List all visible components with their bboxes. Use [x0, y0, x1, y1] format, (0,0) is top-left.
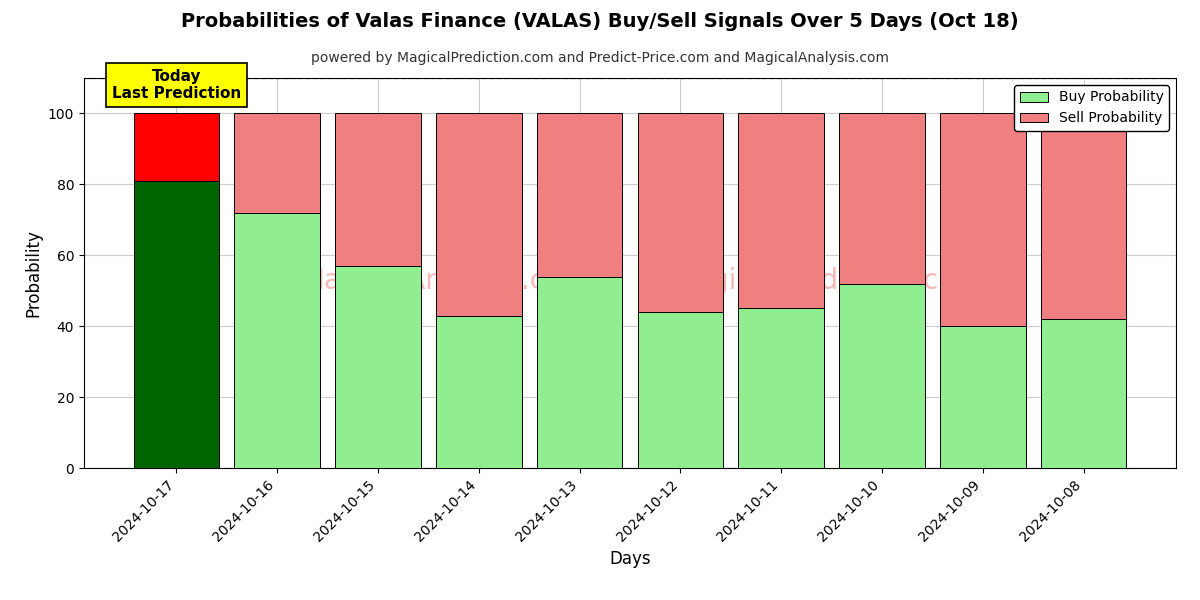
Bar — [536, 277, 623, 468]
Text: Probabilities of Valas Finance (VALAS) Buy/Sell Signals Over 5 Days (Oct 18): Probabilities of Valas Finance (VALAS) B… — [181, 12, 1019, 31]
Y-axis label: Probability: Probability — [24, 229, 42, 317]
X-axis label: Days: Days — [610, 550, 650, 568]
Text: Today
Last Prediction: Today Last Prediction — [112, 69, 241, 101]
Bar — [940, 326, 1026, 468]
Bar — [637, 113, 724, 312]
Bar — [234, 213, 320, 468]
Bar — [839, 113, 925, 284]
Text: MagicalAnalysis.com: MagicalAnalysis.com — [300, 267, 589, 295]
Text: powered by MagicalPrediction.com and Predict-Price.com and MagicalAnalysis.com: powered by MagicalPrediction.com and Pre… — [311, 51, 889, 65]
Bar — [436, 316, 522, 468]
Bar — [839, 284, 925, 468]
Bar — [1040, 319, 1127, 468]
Bar — [335, 113, 421, 266]
Text: MagicalPrediction.com: MagicalPrediction.com — [671, 267, 983, 295]
Bar — [133, 181, 220, 468]
Bar — [536, 113, 623, 277]
Bar — [133, 113, 220, 181]
Bar — [738, 113, 824, 308]
Bar — [234, 113, 320, 213]
Bar — [637, 312, 724, 468]
Legend: Buy Probability, Sell Probability: Buy Probability, Sell Probability — [1014, 85, 1169, 131]
Bar — [940, 113, 1026, 326]
Bar — [335, 266, 421, 468]
Bar — [1040, 113, 1127, 319]
Bar — [738, 308, 824, 468]
Bar — [436, 113, 522, 316]
